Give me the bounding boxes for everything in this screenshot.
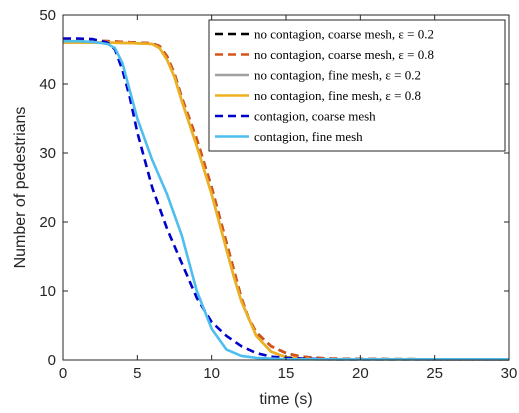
x-tick-label-5: 25 bbox=[426, 365, 443, 382]
legend-entry-0: no contagion, coarse mesh, ε = 0.2 bbox=[254, 27, 434, 42]
ticks-layer: 0 5 10 15 20 25 30 0 10 20 30 40 50 bbox=[39, 7, 517, 382]
y-tick-label-4: 40 bbox=[39, 76, 56, 93]
x-tick-label-3: 15 bbox=[278, 365, 295, 382]
x-tick-label-0: 0 bbox=[59, 365, 67, 382]
y-tick-label-3: 30 bbox=[39, 145, 56, 162]
x-axis-label: time (s) bbox=[259, 391, 312, 408]
y-tick-label-5: 50 bbox=[39, 7, 56, 24]
legend-entry-2: no contagion, fine mesh, ε = 0.2 bbox=[254, 68, 421, 83]
series-layer bbox=[62, 37, 509, 361]
x-tick-label-1: 5 bbox=[133, 365, 141, 382]
legend-entry-3: no contagion, fine mesh, ε = 0.8 bbox=[254, 88, 421, 103]
legend-entry-1: no contagion, coarse mesh, ε = 0.8 bbox=[254, 47, 434, 62]
x-tick-label-6: 30 bbox=[501, 365, 518, 382]
y-tick-label-2: 20 bbox=[39, 214, 56, 231]
legend-box bbox=[208, 19, 506, 152]
series-line-5 bbox=[63, 39, 509, 361]
legend-entry-4: contagion, coarse mesh bbox=[254, 109, 376, 124]
y-tick-label-0: 0 bbox=[48, 352, 56, 369]
y-tick-label-1: 10 bbox=[39, 283, 56, 300]
x-tick-label-2: 10 bbox=[203, 365, 220, 382]
legend: no contagion, coarse mesh, ε = 0.2 no con… bbox=[208, 19, 506, 152]
legend-entry-5: contagion, fine mesh bbox=[254, 129, 363, 144]
x-tick-label-4: 20 bbox=[352, 365, 369, 382]
y-axis-label: Number of pedestrians bbox=[12, 107, 29, 269]
